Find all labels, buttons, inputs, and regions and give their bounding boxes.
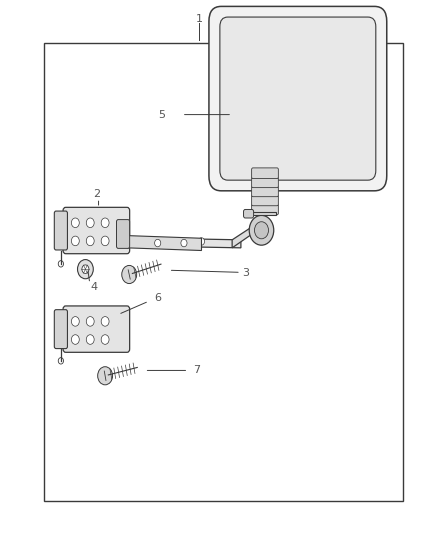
FancyBboxPatch shape [251, 204, 279, 215]
Circle shape [71, 335, 79, 344]
Bar [44, 43, 403, 501]
Circle shape [254, 222, 268, 239]
Polygon shape [247, 212, 276, 215]
FancyBboxPatch shape [220, 17, 376, 180]
Circle shape [101, 335, 109, 344]
Circle shape [181, 239, 187, 247]
Circle shape [198, 238, 205, 245]
FancyBboxPatch shape [63, 207, 130, 254]
Circle shape [101, 236, 109, 246]
Circle shape [78, 260, 93, 279]
FancyBboxPatch shape [251, 186, 279, 197]
Text: 1: 1 [196, 14, 203, 23]
Text: 4: 4 [91, 282, 98, 292]
FancyBboxPatch shape [54, 211, 67, 250]
Circle shape [58, 261, 64, 267]
FancyBboxPatch shape [251, 195, 279, 206]
Text: 7: 7 [194, 366, 201, 375]
Text: 2: 2 [93, 189, 100, 199]
Circle shape [71, 218, 79, 228]
FancyBboxPatch shape [209, 6, 387, 191]
FancyBboxPatch shape [251, 168, 279, 179]
Circle shape [86, 335, 94, 344]
Circle shape [101, 317, 109, 326]
Circle shape [98, 367, 113, 385]
Circle shape [155, 239, 161, 247]
Polygon shape [232, 221, 261, 248]
Circle shape [249, 215, 274, 245]
Text: 6: 6 [154, 294, 161, 303]
Circle shape [163, 238, 170, 245]
FancyBboxPatch shape [63, 306, 130, 352]
Circle shape [122, 265, 137, 284]
Circle shape [86, 218, 94, 228]
Polygon shape [127, 236, 201, 251]
Polygon shape [101, 237, 241, 248]
FancyBboxPatch shape [54, 310, 67, 349]
FancyBboxPatch shape [251, 177, 279, 188]
FancyBboxPatch shape [244, 209, 254, 218]
Circle shape [71, 317, 79, 326]
Circle shape [71, 236, 79, 246]
FancyBboxPatch shape [117, 220, 130, 248]
Text: 5: 5 [159, 110, 166, 119]
Circle shape [86, 317, 94, 326]
Circle shape [82, 265, 89, 273]
Text: 3: 3 [242, 269, 249, 278]
Circle shape [58, 358, 64, 364]
Circle shape [101, 218, 109, 228]
Circle shape [86, 236, 94, 246]
